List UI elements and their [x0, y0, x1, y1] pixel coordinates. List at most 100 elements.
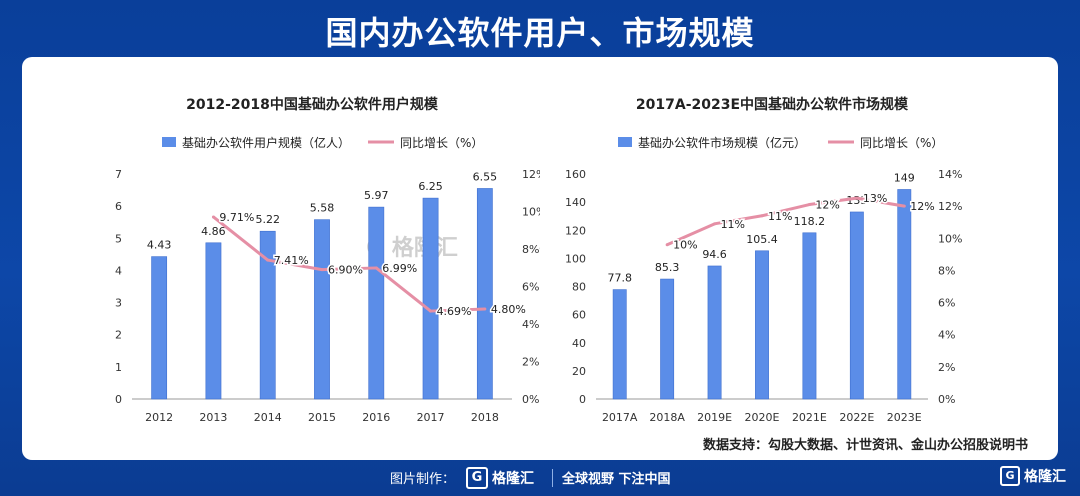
bar	[422, 197, 439, 400]
bar-value-label: 4.43	[147, 239, 172, 252]
y-tick-label: 0	[115, 393, 122, 406]
footer: 图片制作： G 格隆汇 全球视野 下注中国 G 格隆汇	[0, 462, 1080, 496]
chart-title: 2017A-2023E中国基础办公软件市场规模	[636, 96, 909, 113]
bar-value-label: 4.86	[201, 225, 226, 238]
growth-label: 4.80%	[491, 303, 526, 316]
growth-label: 11%	[768, 210, 792, 223]
x-tick-label: 2020E	[745, 411, 780, 424]
y-tick-label: 20	[572, 365, 586, 378]
x-tick-label: 2017	[417, 411, 445, 424]
growth-point	[429, 309, 433, 313]
growth-label: 6.99%	[382, 262, 417, 275]
growth-point	[807, 203, 811, 207]
legend-bar-swatch	[618, 137, 632, 147]
x-tick-label: 2018	[471, 411, 499, 424]
bar	[707, 265, 722, 400]
footer-divider	[552, 469, 553, 487]
x-tick-label: 2014	[254, 411, 282, 424]
x-tick-label: 2016	[362, 411, 390, 424]
y2-tick-label: 14%	[938, 168, 962, 181]
y-tick-label: 60	[572, 309, 586, 322]
x-tick-label: 2013	[199, 411, 227, 424]
growth-label: 4.69%	[437, 305, 472, 318]
legend-bar-label: 基础办公软件用户规模（亿人）	[182, 135, 350, 150]
watermark-text: 勾股大数据	[538, 236, 540, 264]
bar-value-label: 94.6	[702, 248, 727, 261]
legend-bar-swatch	[162, 137, 176, 147]
bar-value-label: 5.97	[364, 189, 389, 202]
growth-point	[665, 243, 669, 247]
growth-label: 7.41%	[274, 254, 309, 267]
bar	[612, 289, 627, 400]
growth-point	[483, 307, 487, 311]
page-title: 国内办公软件用户、市场规模	[325, 14, 755, 52]
bar-value-label: 118.2	[794, 215, 826, 228]
chart-title: 2012-2018中国基础办公软件用户规模	[186, 96, 439, 113]
x-tick-label: 2015	[308, 411, 336, 424]
y2-tick-label: 10%	[522, 206, 540, 219]
bar	[476, 188, 493, 400]
x-tick-label: 2022E	[839, 411, 874, 424]
y2-tick-label: 8%	[938, 264, 955, 277]
y2-tick-label: 4%	[938, 329, 955, 342]
bar-value-label: 5.58	[310, 202, 335, 215]
y2-tick-label: 0%	[522, 393, 539, 406]
legend-line-label: 同比增长（%）	[400, 136, 483, 150]
y2-tick-label: 8%	[522, 243, 539, 256]
y2-tick-label: 0%	[938, 393, 955, 406]
y-tick-label: 5	[115, 232, 122, 245]
growth-label: 12%	[910, 200, 934, 213]
bar-value-label: 85.3	[655, 261, 680, 274]
brand-logo-icon: G	[466, 467, 488, 489]
growth-line	[666, 196, 905, 247]
y2-tick-label: 6%	[522, 281, 539, 294]
bar	[802, 232, 817, 400]
bar-value-label: 6.55	[473, 170, 498, 183]
growth-point	[713, 222, 717, 226]
corner-brand-name: 格隆汇	[1024, 469, 1066, 485]
y2-tick-label: 10%	[938, 232, 962, 245]
growth-label: 6.90%	[328, 264, 363, 277]
x-tick-label: 2021E	[792, 411, 827, 424]
y-tick-label: 4	[115, 264, 122, 277]
y2-tick-label: 4%	[522, 318, 539, 331]
growth-label: 12%	[815, 199, 839, 212]
bar	[368, 206, 385, 400]
x-tick-label: 2017A	[602, 411, 638, 424]
footer-credit: 图片制作：	[390, 472, 456, 487]
bar	[897, 189, 912, 400]
growth-point	[760, 214, 764, 218]
footer-brand: G 格隆汇	[466, 466, 534, 490]
bar-value-label: 105.4	[746, 233, 778, 246]
y-tick-label: 100	[565, 252, 586, 265]
bar-value-label: 149	[894, 171, 915, 184]
growth-line	[212, 215, 485, 313]
growth-label: 13%	[863, 192, 887, 205]
chart-panel: 2012-2018中国基础办公软件用户规模基础办公软件用户规模（亿人） 同比增长（…	[22, 57, 1058, 460]
bar	[849, 211, 864, 400]
y-tick-label: 6	[115, 200, 122, 213]
y-tick-label: 1	[115, 361, 122, 374]
bar	[660, 278, 675, 400]
footer-slogan: 全球视野 下注中国	[562, 472, 671, 487]
y-tick-label: 80	[572, 281, 586, 294]
growth-point	[902, 204, 906, 208]
x-tick-label: 2023E	[887, 411, 922, 424]
bar	[755, 250, 769, 400]
y-tick-label: 120	[565, 224, 586, 237]
data-source: 数据支持：勾股大数据、计世资讯、金山办公招股说明书	[702, 438, 1028, 453]
bar	[314, 219, 330, 400]
corner-logo-icon: G	[1000, 466, 1020, 486]
growth-point	[266, 258, 270, 262]
corner-logo: G 格隆汇	[1000, 466, 1066, 486]
growth-label: 9.71%	[219, 211, 254, 224]
y-tick-label: 2	[115, 329, 122, 342]
y-tick-label: 160	[565, 168, 586, 181]
x-tick-label: 2018A	[649, 411, 685, 424]
y-tick-label: 3	[115, 297, 122, 310]
x-tick-label: 2019E	[697, 411, 732, 424]
bar	[205, 242, 222, 400]
y2-tick-label: 12%	[522, 168, 540, 181]
